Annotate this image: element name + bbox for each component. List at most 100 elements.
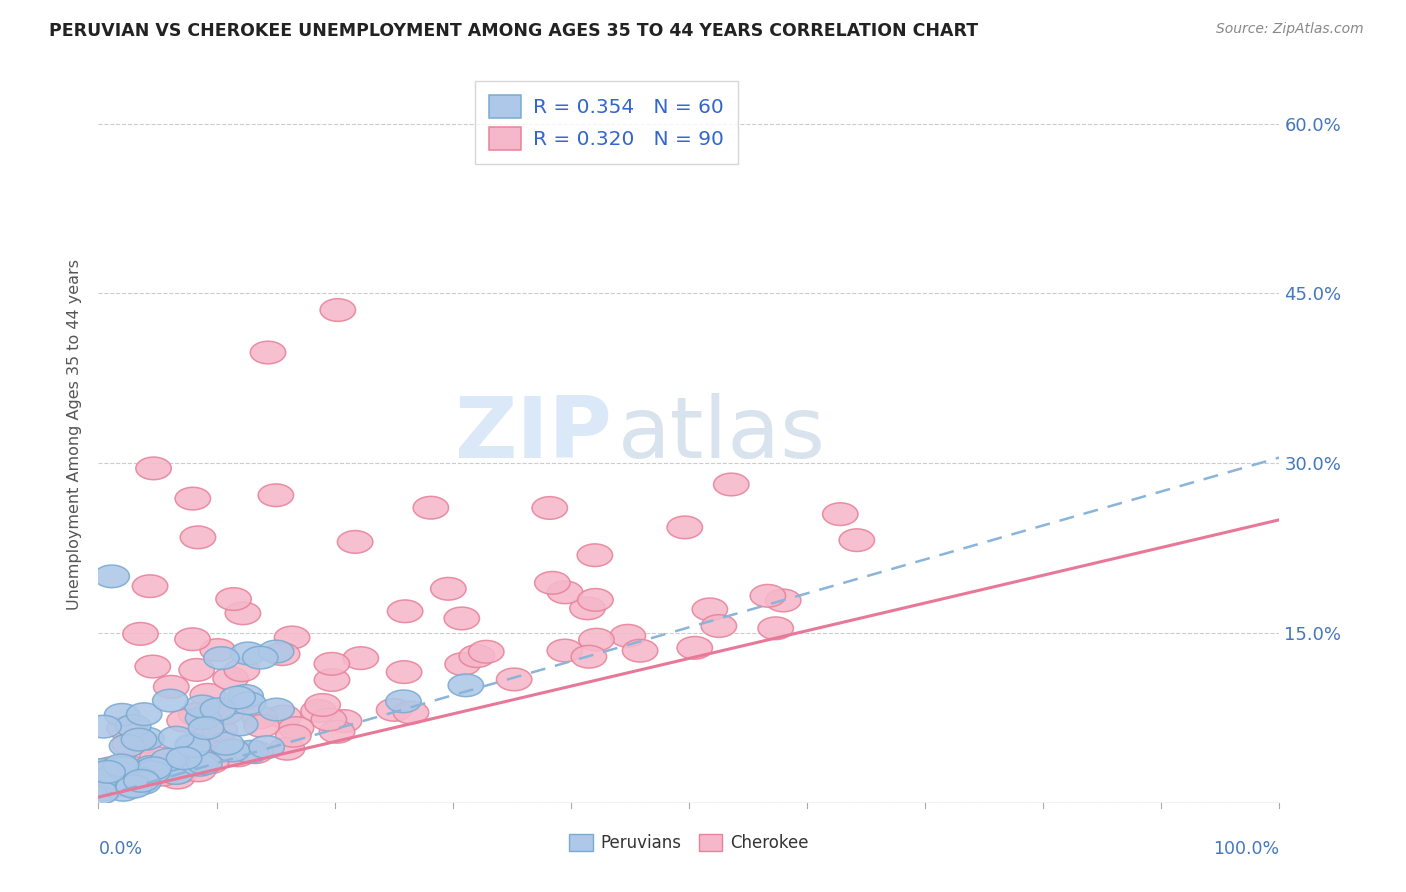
Ellipse shape [179, 658, 214, 681]
Ellipse shape [468, 640, 503, 663]
Ellipse shape [127, 703, 162, 725]
Ellipse shape [496, 668, 531, 690]
Ellipse shape [124, 731, 159, 753]
Ellipse shape [129, 727, 165, 750]
Ellipse shape [692, 598, 727, 621]
Ellipse shape [460, 645, 495, 667]
Ellipse shape [94, 766, 129, 789]
Ellipse shape [180, 526, 215, 549]
Ellipse shape [249, 736, 284, 758]
Ellipse shape [702, 615, 737, 638]
Ellipse shape [136, 457, 172, 480]
Ellipse shape [157, 758, 194, 780]
Ellipse shape [117, 775, 152, 798]
Ellipse shape [301, 699, 336, 723]
Ellipse shape [86, 778, 122, 801]
Ellipse shape [571, 646, 606, 668]
Ellipse shape [166, 747, 201, 770]
Ellipse shape [231, 692, 266, 714]
Ellipse shape [122, 766, 157, 789]
Ellipse shape [534, 572, 569, 594]
Ellipse shape [167, 709, 202, 732]
Ellipse shape [305, 694, 340, 716]
Ellipse shape [276, 724, 311, 747]
Ellipse shape [125, 772, 160, 794]
Ellipse shape [122, 771, 159, 793]
Ellipse shape [623, 640, 658, 662]
Ellipse shape [758, 617, 793, 640]
Ellipse shape [208, 732, 243, 755]
Ellipse shape [444, 653, 481, 675]
Ellipse shape [547, 581, 583, 604]
Ellipse shape [823, 503, 858, 525]
Ellipse shape [124, 770, 159, 792]
Ellipse shape [193, 751, 229, 773]
Ellipse shape [110, 735, 145, 757]
Ellipse shape [250, 342, 285, 364]
Ellipse shape [231, 642, 266, 665]
Ellipse shape [385, 690, 422, 713]
Ellipse shape [569, 597, 605, 620]
Ellipse shape [200, 639, 235, 661]
Ellipse shape [105, 756, 141, 779]
Ellipse shape [337, 531, 373, 553]
Ellipse shape [394, 701, 429, 723]
Ellipse shape [176, 487, 211, 510]
Y-axis label: Unemployment Among Ages 35 to 44 years: Unemployment Among Ages 35 to 44 years [67, 260, 83, 610]
Ellipse shape [93, 757, 129, 780]
Ellipse shape [129, 764, 165, 788]
Ellipse shape [187, 752, 222, 774]
Ellipse shape [128, 760, 163, 782]
Ellipse shape [83, 781, 118, 804]
Ellipse shape [115, 714, 150, 738]
Ellipse shape [839, 529, 875, 551]
Ellipse shape [221, 744, 256, 766]
Ellipse shape [343, 647, 378, 670]
Ellipse shape [153, 675, 188, 698]
Ellipse shape [377, 698, 412, 722]
Ellipse shape [315, 669, 350, 691]
Ellipse shape [765, 589, 801, 612]
Ellipse shape [243, 714, 280, 737]
Ellipse shape [319, 721, 354, 743]
Ellipse shape [103, 754, 139, 777]
Ellipse shape [259, 698, 294, 721]
Ellipse shape [107, 717, 142, 739]
Ellipse shape [121, 728, 156, 751]
Ellipse shape [86, 715, 121, 738]
Ellipse shape [449, 674, 484, 697]
Ellipse shape [233, 740, 269, 763]
Ellipse shape [578, 589, 613, 611]
Ellipse shape [190, 683, 225, 706]
Ellipse shape [208, 701, 243, 724]
Ellipse shape [132, 574, 167, 598]
Ellipse shape [188, 717, 224, 739]
Text: Source: ZipAtlas.com: Source: ZipAtlas.com [1216, 22, 1364, 37]
Ellipse shape [219, 686, 256, 709]
Ellipse shape [122, 623, 159, 645]
Ellipse shape [105, 756, 141, 780]
Ellipse shape [204, 647, 239, 669]
Ellipse shape [184, 695, 221, 718]
Ellipse shape [145, 764, 180, 786]
Ellipse shape [264, 643, 299, 665]
Ellipse shape [115, 756, 152, 780]
Ellipse shape [143, 761, 179, 783]
Ellipse shape [212, 667, 249, 690]
Ellipse shape [202, 719, 238, 741]
Ellipse shape [610, 624, 645, 647]
Ellipse shape [157, 762, 194, 784]
Ellipse shape [84, 758, 120, 781]
Ellipse shape [139, 747, 174, 769]
Ellipse shape [176, 735, 211, 757]
Ellipse shape [115, 774, 150, 797]
Ellipse shape [242, 706, 277, 729]
Ellipse shape [444, 607, 479, 630]
Ellipse shape [96, 774, 131, 797]
Ellipse shape [225, 602, 260, 624]
Ellipse shape [186, 706, 221, 730]
Text: atlas: atlas [619, 393, 827, 476]
Ellipse shape [105, 779, 141, 801]
Ellipse shape [222, 713, 257, 736]
Text: ZIP: ZIP [454, 393, 612, 476]
